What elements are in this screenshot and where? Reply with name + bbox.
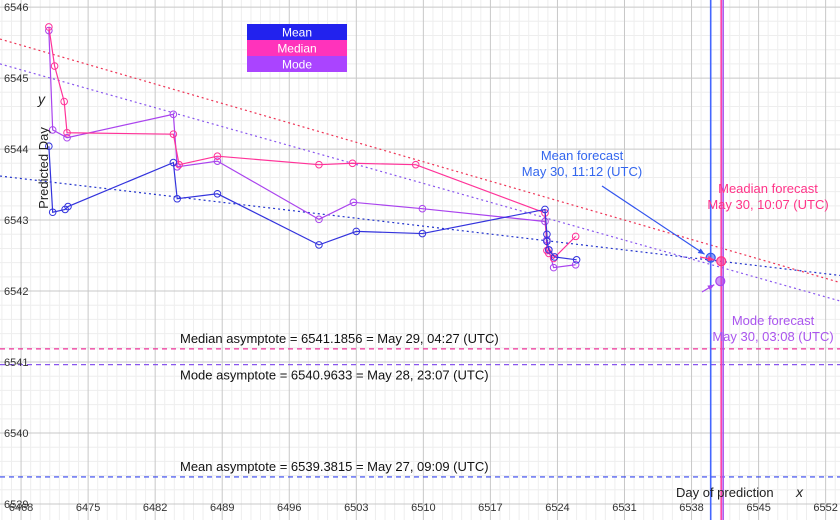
data-point-median [411, 160, 420, 169]
data-point-mean [543, 237, 551, 246]
trendline-mode [0, 63, 840, 302]
legend-swatch-median [247, 40, 347, 56]
forecast-label-mode: May 30, 03:08 (UTC) [712, 329, 833, 344]
data-point-median [571, 232, 580, 241]
forecast-label-mean: May 30, 11:12 (UTC) [522, 164, 642, 179]
data-point-median [45, 23, 53, 31]
data-point-median [50, 62, 59, 70]
legend-label-mean: Mean [282, 26, 312, 40]
data-point-median [169, 130, 178, 138]
series-line-mean [48, 146, 577, 261]
data-point-mode [571, 260, 580, 269]
asymptote-label-mode: Mode asymptote = 6540.9633 = May 28, 23:… [180, 368, 489, 383]
asymptote-label-mean: Mean asymptote = 6539.3815 = May 27, 09:… [180, 459, 489, 474]
y-tick-label: 6546 [4, 2, 28, 14]
x-tick-label: 6531 [612, 502, 636, 514]
forecast-label-mean: Mean forecast [541, 148, 624, 163]
asymptote-label-median: Median asymptote = 6541.1856 = May 29, 0… [180, 331, 499, 346]
forecast-arrowhead-mean [697, 248, 705, 255]
x-tick-label: 6468 [9, 502, 33, 514]
data-point-mode [169, 110, 178, 119]
data-point-median [315, 160, 323, 169]
y-tick-label: 6542 [4, 286, 28, 298]
x-tick-label: 6552 [813, 502, 837, 514]
forecast-point-median [716, 256, 727, 267]
data-point-mean [418, 229, 427, 238]
forecast-label-mode: Mode forecast [732, 313, 815, 328]
data-point-mean [352, 227, 361, 236]
trendlines [0, 38, 840, 302]
data-point-mean [541, 205, 549, 214]
data-point-median [60, 97, 68, 106]
data-point-mean [169, 158, 178, 167]
data-point-mean [315, 241, 323, 249]
data-point-mean [64, 202, 72, 211]
forecast-arrowhead-mode [707, 284, 715, 291]
data-point-mean [48, 208, 57, 217]
forecast-arrow-mean [601, 185, 705, 255]
series-line-median [48, 26, 577, 260]
series-lines [45, 23, 581, 272]
legend-label-mode: Mode [282, 58, 312, 72]
x-tick-label: 6475 [76, 502, 100, 514]
forecast-label-median: Meadian forecast [718, 181, 818, 196]
data-point-mean [213, 189, 222, 198]
tick-labels: 6468 6475 6482 6489 6496 6503 6510 6517 6524 6531… [4, 2, 838, 514]
x-tick-label: 6503 [344, 502, 368, 514]
y-axis-symbol: y [37, 91, 46, 107]
y-tick-label: 6545 [4, 73, 28, 85]
data-point-mode [63, 133, 71, 142]
y-tick-label: 6540 [4, 428, 28, 440]
data-point-mean [173, 194, 181, 203]
x-tick-label: 6510 [411, 502, 435, 514]
data-point-median [348, 159, 357, 168]
data-point-mode [549, 263, 558, 272]
y-axis-label: Predicted Day [36, 127, 51, 209]
data-point-mode [48, 126, 57, 134]
asymptote-lines: Median asymptote = 6541.1856 = May 29, 0… [0, 331, 840, 478]
data-point-median [63, 128, 71, 137]
x-axis-symbol: x [795, 484, 804, 500]
x-tick-label: 6524 [545, 502, 569, 514]
trendline-median [0, 38, 840, 284]
x-tick-label: 6489 [210, 502, 234, 514]
trendline-mean [0, 175, 840, 277]
data-point-mode [315, 215, 323, 224]
y-tick-label: 6539 [4, 499, 28, 511]
y-tick-label: 6543 [4, 215, 28, 227]
legend-label-median: Median [277, 42, 316, 56]
forecast-label-median: May 30, 10:07 (UTC) [707, 197, 828, 212]
data-point-mode [349, 198, 358, 207]
x-axis-label: Day of prediction [676, 485, 774, 500]
data-point-mean [572, 256, 581, 264]
forecast-arrowhead-median [707, 255, 715, 262]
data-point-mode [418, 204, 427, 213]
data-point-mean [550, 253, 559, 261]
data-point-mean [545, 246, 553, 254]
y-tick-label: 6544 [4, 144, 28, 156]
legend: Mean Median Mode [247, 24, 347, 72]
data-point-mode [213, 157, 222, 165]
x-tick-label: 6482 [143, 502, 167, 514]
legend-swatch-mode [247, 56, 347, 72]
x-tick-label: 6538 [679, 502, 703, 514]
forecast-point-mode [715, 276, 726, 287]
data-point-median [213, 152, 222, 160]
legend-swatch-mean [247, 24, 347, 40]
x-tick-label: 6545 [746, 502, 770, 514]
y-tick-label: 6541 [4, 357, 28, 369]
x-tick-label: 6496 [277, 502, 301, 514]
x-tick-label: 6517 [478, 502, 502, 514]
data-point-mean [45, 142, 53, 151]
